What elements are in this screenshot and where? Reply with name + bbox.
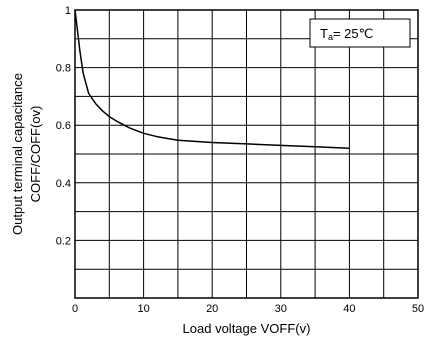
annotation-suffix: = 25℃ bbox=[333, 26, 373, 41]
temperature-annotation: Ta= 25℃ bbox=[309, 18, 411, 48]
y-axis-title-line-1: Output terminal capacitance bbox=[10, 73, 25, 235]
x-tick-label-5: 50 bbox=[412, 303, 424, 315]
y-tick-label-0: 0.2 bbox=[56, 235, 71, 247]
x-tick-label-2: 20 bbox=[206, 303, 218, 315]
y-axis-title-line-2: COFF/COFF(ov) bbox=[28, 106, 43, 203]
y-tick-label-2: 0.6 bbox=[56, 120, 71, 132]
annotation-subscript: a bbox=[328, 32, 333, 42]
series-line-0 bbox=[74, 9, 350, 149]
x-axis-title: Load voltage VOFF(v) bbox=[183, 321, 311, 336]
x-tick-label-0: 0 bbox=[72, 303, 78, 315]
y-tick-label-1: 0.4 bbox=[56, 178, 71, 190]
x-tick-label-3: 30 bbox=[275, 303, 287, 315]
plot-frame bbox=[74, 9, 419, 299]
annotation-prefix: T bbox=[320, 26, 328, 41]
x-tick-label-1: 10 bbox=[137, 303, 149, 315]
chart-series bbox=[74, 9, 350, 149]
chart-ticks: 0 10 20 30 40 50 0.2 0.4 0.6 0.8 1 bbox=[56, 5, 424, 315]
x-tick-label-4: 40 bbox=[343, 303, 355, 315]
chart-grid bbox=[74, 9, 419, 299]
annotation-text: Ta= 25℃ bbox=[320, 26, 373, 42]
annotation-box bbox=[309, 18, 411, 48]
y-tick-label-4: 1 bbox=[65, 5, 71, 17]
y-tick-label-3: 0.8 bbox=[56, 63, 71, 75]
